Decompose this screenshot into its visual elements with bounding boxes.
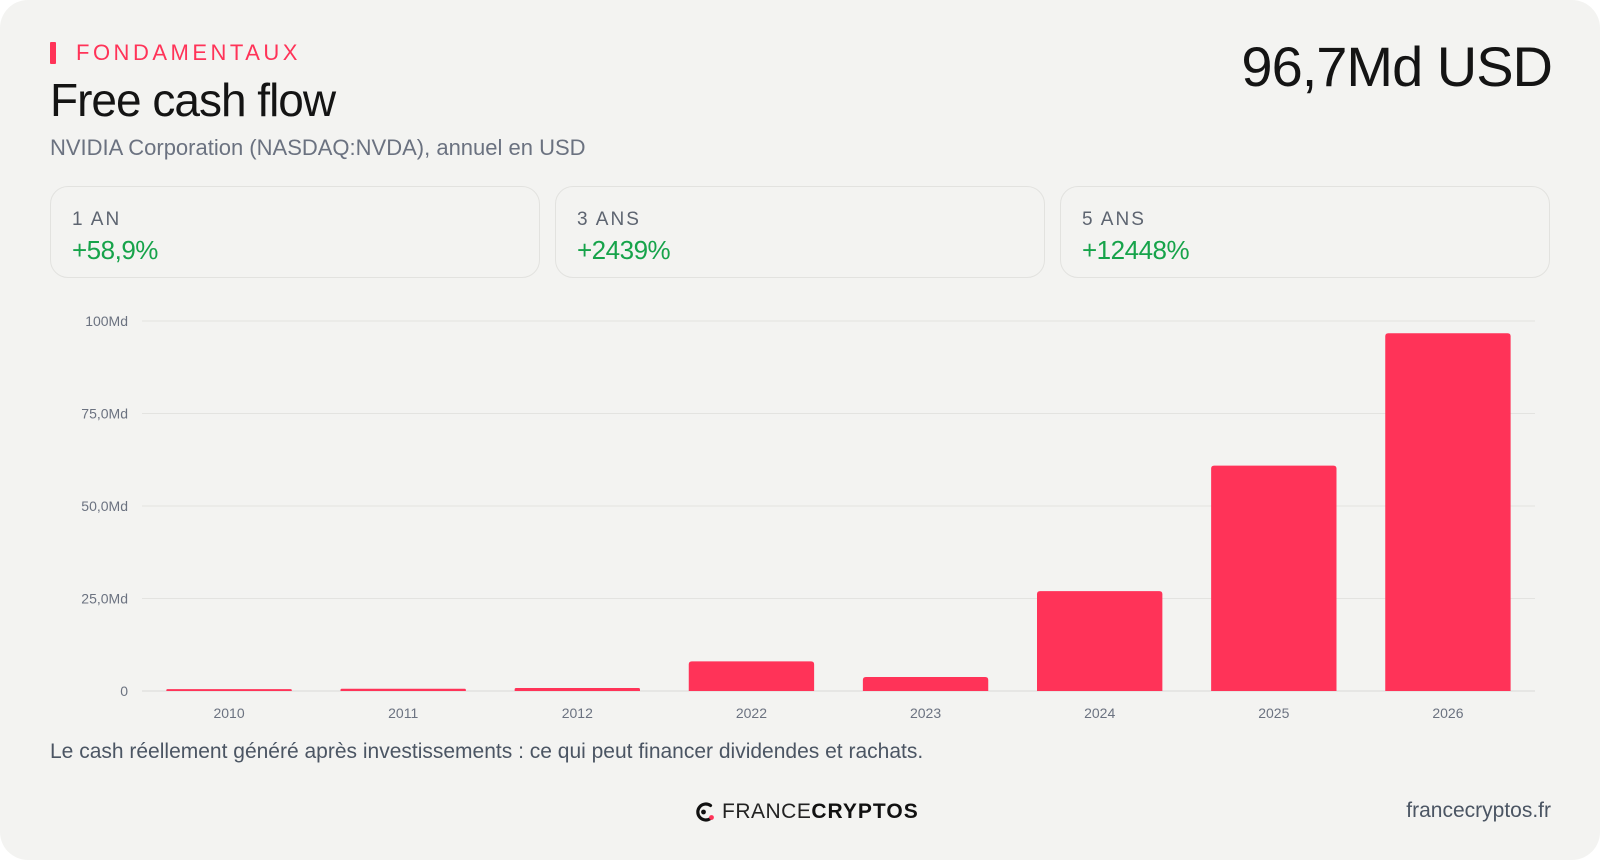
page-title: Free cash flow (50, 74, 336, 126)
x-tick-label: 2011 (388, 705, 418, 721)
bar-layer (166, 333, 1511, 691)
bar-2011 (340, 688, 466, 691)
bar-2025 (1211, 465, 1337, 691)
bar-2010 (166, 689, 292, 691)
bar-2026 (1385, 333, 1511, 691)
x-tick-label: 2023 (910, 705, 941, 721)
x-tick-label: 2022 (736, 705, 767, 721)
stat-label: 5 ANS (1082, 209, 1146, 230)
page-subtitle: NVIDIA Corporation (NASDAQ:NVDA), annuel… (50, 135, 586, 160)
stat-label: 3 ANS (577, 209, 641, 230)
y-tick-label: 0 (120, 683, 128, 699)
stat-box-5-years: 5 ANS +12448% (1060, 186, 1550, 278)
chart-caption: Le cash réellement généré après investis… (50, 740, 924, 763)
bar-2012 (514, 688, 640, 691)
brand-logo: FRANCE CRYPTOS (694, 800, 919, 824)
bar-chart: 0 25,0Md 50,0Md 75,0Md 100Md 2010 2011 2012 202… (81, 313, 1535, 721)
y-axis-labels: 0 25,0Md 50,0Md 75,0Md 100Md (81, 313, 128, 699)
bar-2022 (688, 661, 815, 691)
x-tick-label: 2012 (562, 705, 593, 721)
site-link[interactable]: francecryptos.fr (1406, 799, 1551, 822)
headline-value: 96,7Md USD (1241, 35, 1553, 98)
stat-box-3-years: 3 ANS +2439% (555, 186, 1045, 278)
y-tick-label: 25,0Md (81, 591, 128, 607)
brand-name-bold: CRYPTOS (811, 800, 919, 823)
y-tick-label: 75,0Md (81, 406, 128, 422)
section-eyebrow: FONDAMENTAUX (50, 41, 301, 65)
stat-box-1-year: 1 AN +58,9% (50, 186, 540, 278)
x-tick-label: 2024 (1084, 705, 1115, 721)
stat-label: 1 AN (72, 209, 122, 230)
x-tick-label: 2026 (1432, 705, 1463, 721)
stat-value: +58,9% (72, 235, 158, 265)
stat-value: +2439% (577, 235, 671, 265)
eyebrow-label: FONDAMENTAUX (76, 40, 301, 65)
bar-2024 (1037, 591, 1163, 691)
x-tick-label: 2010 (213, 705, 244, 721)
brand-name-light: FRANCE (722, 800, 812, 823)
bar-2023 (862, 676, 989, 691)
y-tick-label: 100Md (85, 313, 128, 329)
brand-mark-icon (696, 802, 714, 822)
x-tick-label: 2025 (1258, 705, 1289, 721)
eyebrow-accent-bar (50, 42, 56, 64)
stat-value: +12448% (1082, 235, 1190, 265)
y-tick-label: 50,0Md (81, 498, 128, 514)
x-axis-labels: 2010 2011 2012 2022 2023 2024 2025 2026 (213, 705, 1463, 721)
